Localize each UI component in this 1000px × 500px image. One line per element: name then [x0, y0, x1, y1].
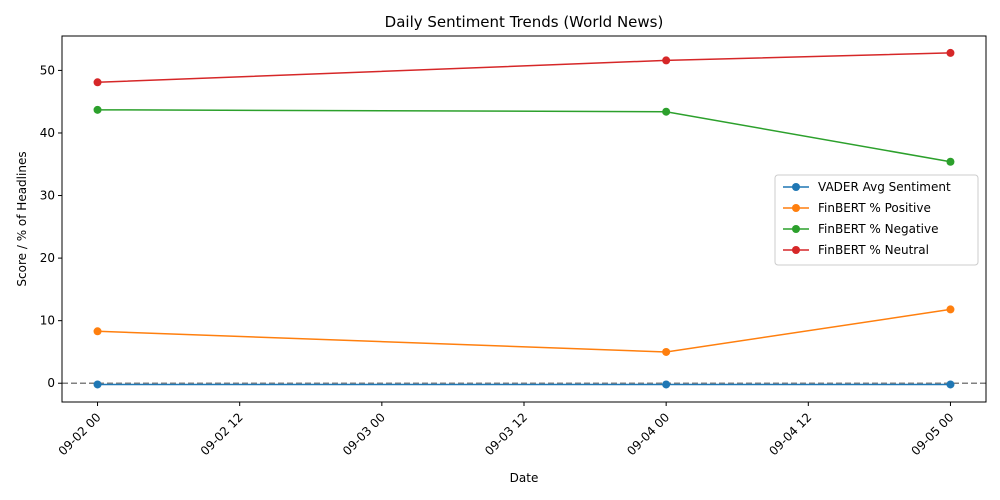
- legend-marker: [792, 183, 800, 191]
- data-point: [93, 78, 102, 87]
- legend-label: VADER Avg Sentiment: [818, 180, 951, 194]
- legend: VADER Avg Sentiment FinBERT % Positive Fin…: [774, 174, 979, 266]
- data-point: [93, 105, 102, 114]
- x-tick-label: 09-05 00: [909, 410, 957, 458]
- x-tick-label: 09-03 12: [482, 410, 530, 458]
- x-tick-label: 09-04 12: [766, 410, 814, 458]
- x-tick-label: 09-02 00: [56, 410, 104, 458]
- y-tick-label: 40: [40, 126, 55, 140]
- y-tick-label: 50: [40, 63, 55, 77]
- y-tick-label: 10: [40, 314, 55, 328]
- legend-marker: [792, 225, 800, 233]
- legend-marker: [792, 246, 800, 254]
- y-axis-label: Score / % of Headlines: [15, 151, 29, 286]
- x-axis-label: Date: [510, 471, 539, 485]
- legend-label: FinBERT % Positive: [818, 201, 931, 215]
- plot-area-frame: [61, 35, 987, 403]
- data-point: [662, 380, 671, 389]
- data-point: [662, 347, 671, 356]
- data-point: [93, 327, 102, 336]
- data-point: [93, 380, 102, 389]
- series-line: [97, 109, 951, 163]
- y-tick-label: 0: [47, 376, 55, 390]
- chart-title: Daily Sentiment Trends (World News): [385, 13, 664, 31]
- series-line: [97, 52, 951, 84]
- y-tick-label: 20: [40, 251, 55, 265]
- series-layer: [93, 48, 955, 389]
- data-point: [662, 107, 671, 116]
- x-tick-label: 09-02 12: [198, 410, 246, 458]
- y-tick-label: 30: [40, 189, 55, 203]
- data-point: [946, 48, 955, 57]
- data-point: [946, 305, 955, 314]
- legend-box: [774, 174, 979, 266]
- series-line: [97, 308, 951, 353]
- data-point: [662, 56, 671, 65]
- x-tick-label: 09-04 00: [624, 410, 672, 458]
- x-tick-label: 09-03 00: [340, 410, 388, 458]
- legend-label: FinBERT % Neutral: [818, 243, 929, 257]
- legend-marker: [792, 204, 800, 212]
- data-point: [946, 380, 955, 389]
- data-point: [946, 157, 955, 166]
- legend-label: FinBERT % Negative: [818, 222, 938, 236]
